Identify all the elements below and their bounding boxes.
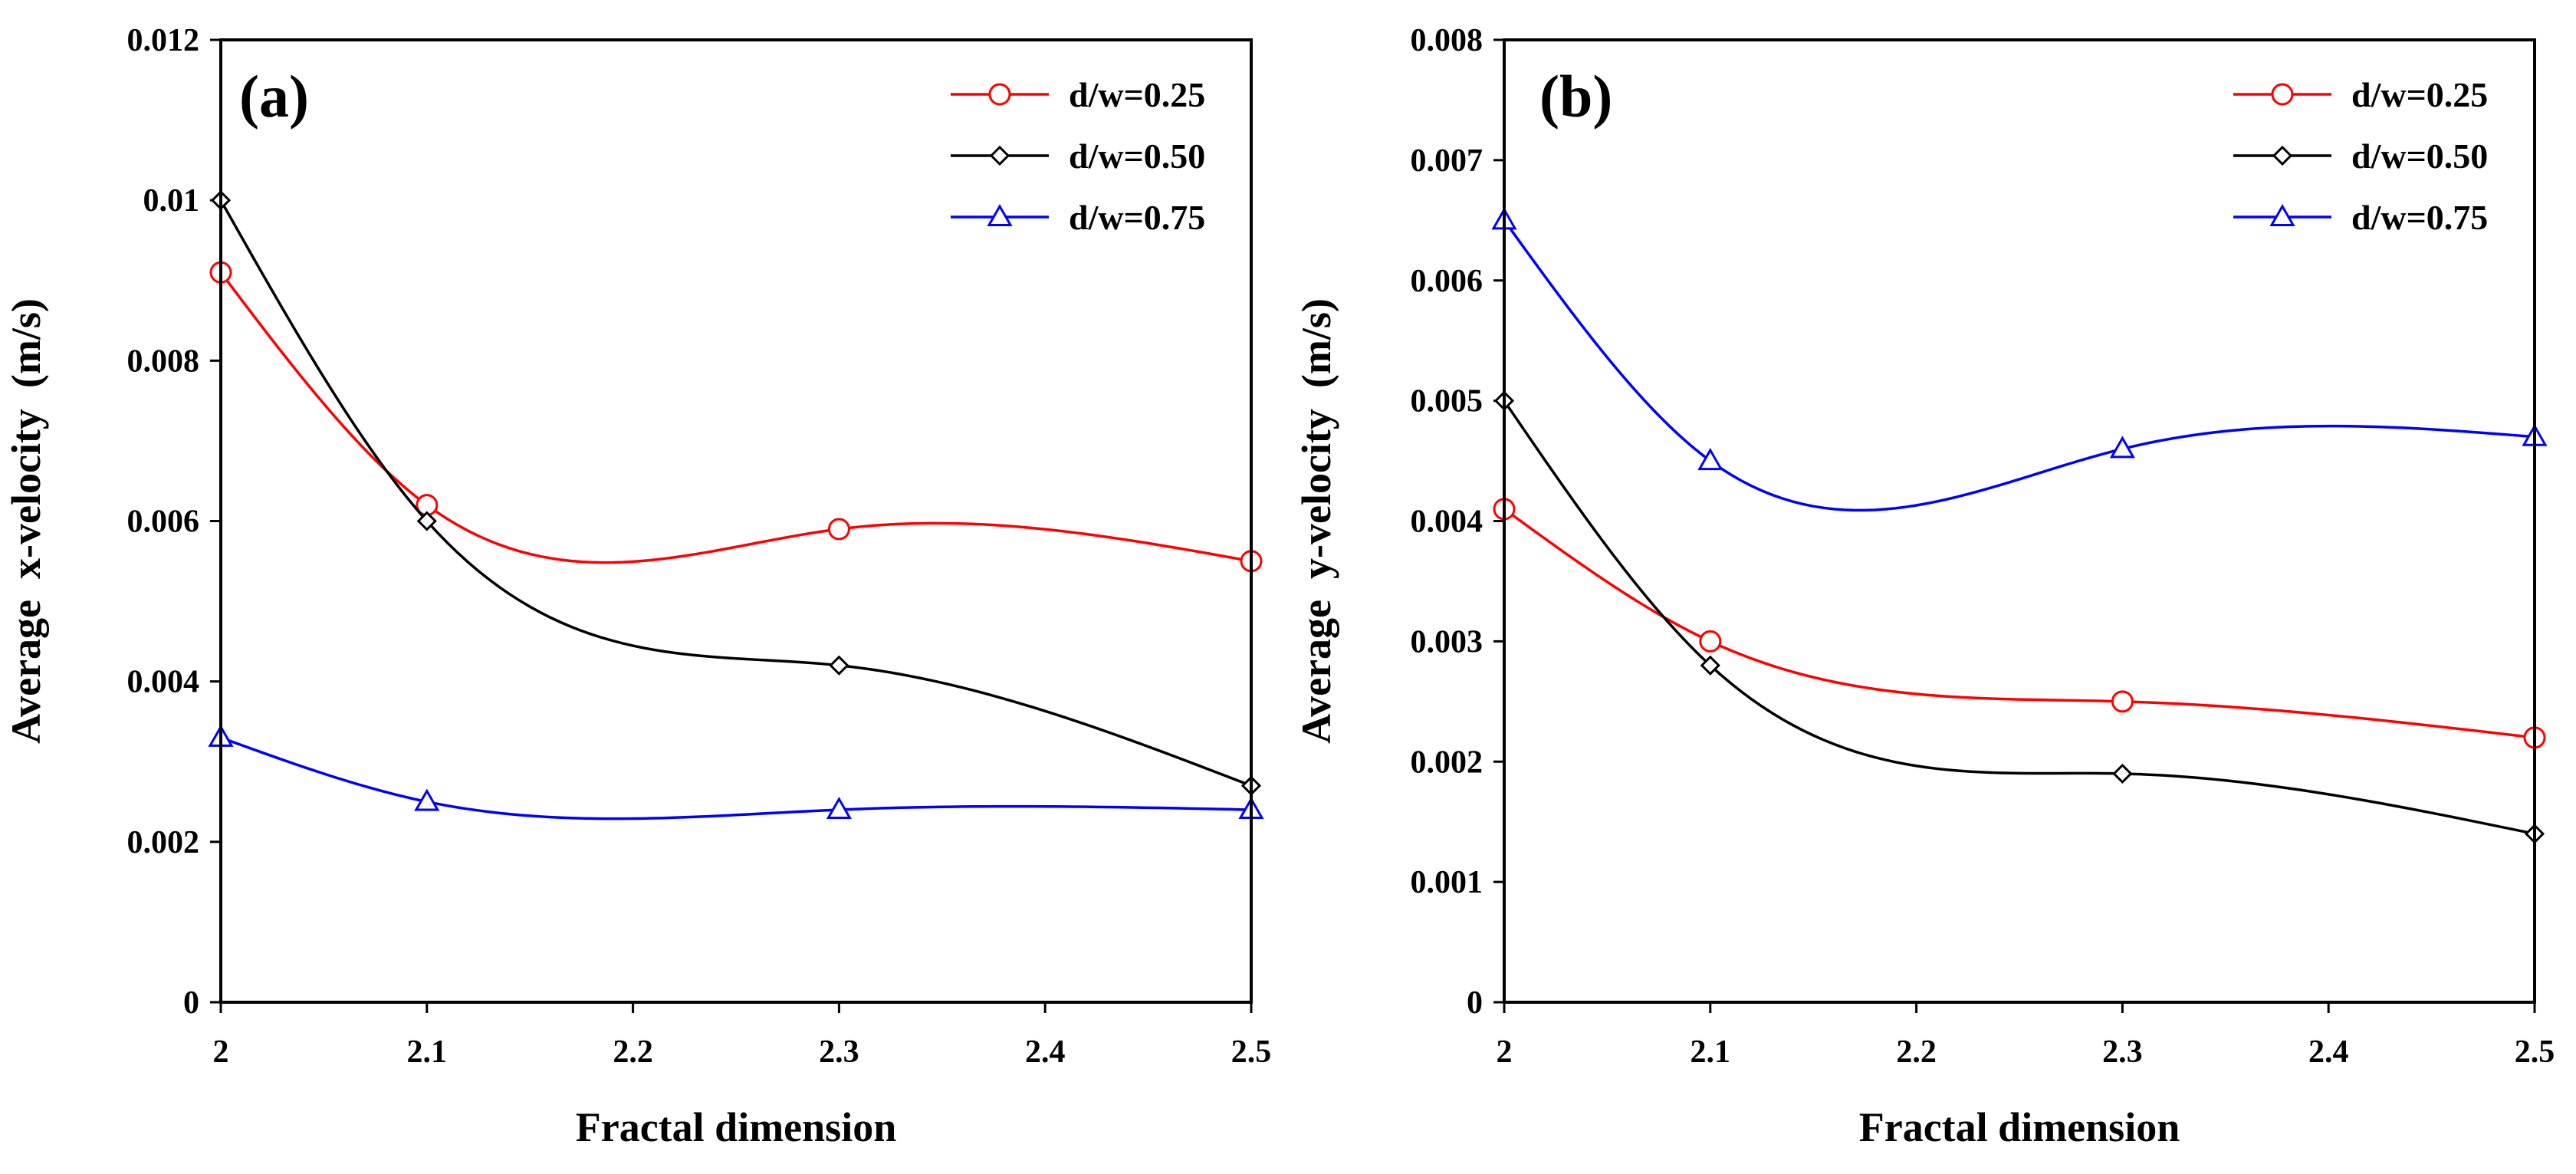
series-line-2: [1503, 219, 2535, 512]
x-tick-label: 2.4: [2308, 1034, 2349, 1070]
x-tick-label: 2.3: [819, 1034, 859, 1070]
legend-entry: d/w=0.75: [951, 198, 1205, 237]
y-tick-label: 0.006: [127, 505, 200, 540]
y-tick-label: 0: [1467, 985, 1483, 1021]
x-tick-label: 2.5: [2515, 1034, 2555, 1070]
data-point: [1697, 448, 1723, 471]
data-point: [2112, 763, 2133, 784]
legend-marker: [989, 145, 1010, 166]
data-point: [2111, 690, 2134, 713]
x-tick-label: 2.3: [2102, 1034, 2143, 1070]
x-tick-label: 2.5: [1231, 1034, 1272, 1070]
data-point: [2109, 436, 2135, 459]
data-point: [829, 655, 849, 676]
x-tick-label: 2: [213, 1034, 229, 1070]
legend-entry: d/w=0.50: [2233, 136, 2488, 176]
legend-label: d/w=0.50: [2351, 136, 2488, 176]
data-point: [1699, 630, 1722, 653]
legend-label: d/w=0.50: [1069, 136, 1205, 176]
y-tick-label: 0.003: [1411, 624, 1484, 659]
x-tick-label: 2.2: [1896, 1034, 1937, 1070]
chart-panel-a: 0 0.002 0.004 0.006 0.008 0.01 0.012 2 2.1 2.2 2.3…: [3, 23, 1271, 1150]
y-tick-label: 0.007: [1411, 143, 1484, 179]
x-tick-label: 2.2: [613, 1034, 653, 1070]
x-tick-label: 2.1: [1691, 1034, 1731, 1070]
data-point: [414, 788, 440, 811]
data-point: [416, 511, 437, 531]
x-tick-label: 2: [1497, 1034, 1513, 1070]
data-point: [1700, 655, 1720, 676]
y-tick-label: 0.004: [127, 665, 200, 700]
legend-marker: [987, 203, 1013, 226]
panel-label: (a): [239, 63, 309, 130]
legend-label: d/w=0.75: [1069, 198, 1205, 237]
x-tick-label: 2.4: [1025, 1034, 1066, 1070]
y-tick-label: 0.002: [1411, 745, 1484, 780]
chart-panel-b: 0 0.001 0.002 0.003 0.004 0.005 0.006 0.007 0.00…: [1293, 23, 2555, 1150]
y-tick-label: 0.001: [1411, 865, 1484, 900]
legend-marker: [2272, 145, 2293, 166]
x-axis-label: Fractal dimension: [1859, 1104, 2180, 1150]
y-tick-label: 0.002: [127, 825, 200, 860]
x-axis-label: Fractal dimension: [576, 1104, 896, 1150]
y-axis-label: Average y-velocity (m/s): [1293, 298, 1339, 744]
y-tick-label: 0.005: [1411, 384, 1484, 419]
series-line-2: [220, 736, 1252, 820]
legend-label: d/w=0.25: [2351, 75, 2488, 114]
y-tick-label: 0.004: [1411, 505, 1484, 540]
series-line-0: [1503, 508, 2535, 739]
y-tick-label: 0.006: [1411, 264, 1484, 299]
y-axis-label: Average x-velocity (m/s): [3, 298, 49, 744]
plot-area-frame: [1503, 38, 2536, 1004]
legend-entry: d/w=0.25: [2233, 75, 2488, 114]
legend-label: d/w=0.25: [1069, 75, 1205, 114]
panel-label: (b): [1539, 63, 1612, 130]
series-line-1: [219, 199, 1252, 788]
legend-entry: d/w=0.50: [951, 136, 1205, 176]
series-line-1: [1503, 400, 2535, 836]
y-tick-label: 0: [183, 985, 199, 1021]
y-tick-label: 0.008: [127, 344, 200, 379]
series-line-0: [219, 271, 1252, 564]
data-point: [826, 796, 852, 819]
y-tick-label: 0.01: [143, 183, 200, 219]
plot-area-frame: [219, 38, 1253, 1004]
legend-marker: [2271, 83, 2294, 106]
legend-entry: d/w=0.25: [951, 75, 1205, 114]
data-point: [827, 518, 850, 541]
legend-label: d/w=0.75: [2351, 198, 2488, 237]
y-tick-label: 0.012: [127, 23, 200, 58]
legend-marker: [988, 83, 1011, 106]
x-tick-label: 2.1: [407, 1034, 448, 1070]
y-tick-label: 0.008: [1411, 23, 1484, 58]
legend-entry: d/w=0.75: [2233, 198, 2488, 237]
legend-marker: [2269, 203, 2295, 226]
